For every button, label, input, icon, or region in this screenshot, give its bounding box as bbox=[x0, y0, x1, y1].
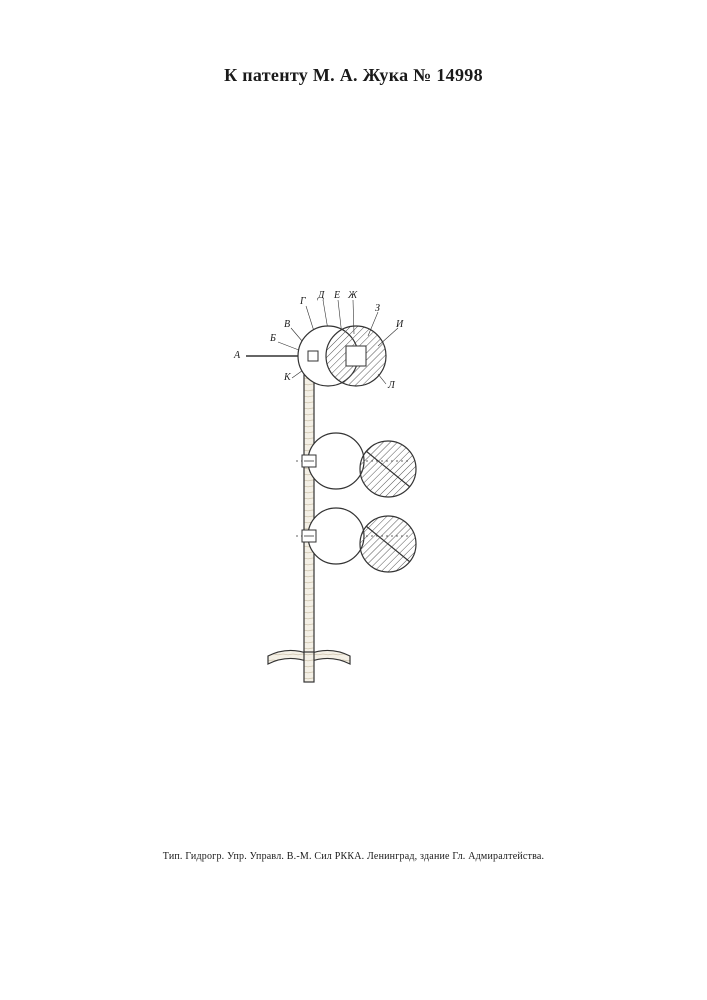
label-G: Г bbox=[300, 296, 306, 307]
patent-title: К патенту М. А. Жука № 14998 bbox=[0, 65, 707, 86]
label-D: Д bbox=[318, 290, 324, 301]
label-E: Е bbox=[334, 290, 340, 301]
label-K: К bbox=[284, 372, 291, 383]
label-Zh: Ж bbox=[348, 290, 357, 301]
label-Z: З bbox=[375, 303, 380, 314]
label-V: В bbox=[284, 319, 290, 330]
label-L: Л bbox=[388, 380, 395, 391]
post-base bbox=[268, 650, 350, 682]
label-I: И bbox=[396, 319, 403, 330]
vertical-post bbox=[304, 342, 314, 656]
label-B: Б bbox=[270, 333, 276, 344]
patent-figure: А Б В Г Д Е Ж З И К Л bbox=[228, 286, 478, 706]
top-disc-pair bbox=[298, 326, 386, 386]
printer-imprint: Тип. Гидрогр. Упр. Управл. В.-М. Сил РКК… bbox=[0, 851, 707, 862]
label-A: А bbox=[234, 350, 240, 361]
